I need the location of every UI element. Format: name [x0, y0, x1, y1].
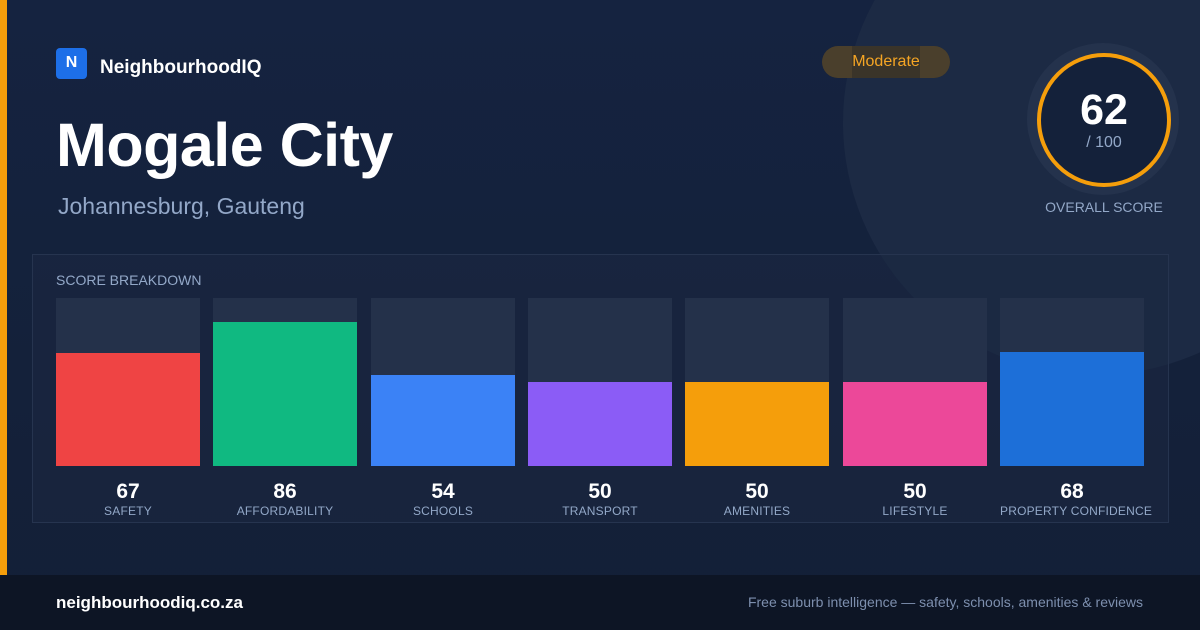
- bar-value: 67: [116, 480, 140, 503]
- footer-tagline: Free suburb intelligence — safety, schoo…: [747, 594, 1143, 610]
- bar-fill: [56, 353, 200, 466]
- suburb-location: Johannesburg, Gauteng: [58, 193, 305, 219]
- bar-value: 50: [745, 480, 769, 503]
- bar-label: TRANSPORT: [562, 504, 638, 518]
- score-bar-affordability: 86 AFFORDABILITY: [213, 298, 357, 518]
- accent-strip: [0, 0, 7, 575]
- logo-icon: N: [56, 47, 87, 79]
- bar-value: 68: [1060, 480, 1084, 503]
- bar-value: 50: [588, 480, 612, 503]
- overall-score-value: 62: [1080, 86, 1128, 134]
- score-breakdown-title: SCORE BREAKDOWN: [56, 272, 202, 288]
- overall-score-caption: OVERALL SCORE: [1045, 199, 1163, 215]
- bar-fill: [213, 322, 357, 466]
- bar-track: [528, 298, 672, 466]
- brand-logo[interactable]: N NeighbourhoodIQ: [56, 47, 261, 79]
- rating-badge-label: Moderate: [852, 53, 920, 70]
- bar-fill: [685, 382, 829, 466]
- bar-track: [213, 298, 357, 466]
- bar-fill: [371, 375, 515, 466]
- bar-label: LIFESTYLE: [882, 504, 948, 518]
- bar-fill: [843, 382, 987, 466]
- score-bar-lifestyle: 50 LIFESTYLE: [843, 298, 987, 518]
- footer-domain-link[interactable]: neighbourhoodiq.co.za: [56, 593, 243, 612]
- bar-value: 86: [273, 480, 297, 503]
- footer: neighbourhoodiq.co.za Free suburb intell…: [0, 575, 1200, 630]
- bar-value: 50: [903, 480, 927, 503]
- bar-label: AFFORDABILITY: [236, 504, 334, 518]
- bar-label: AMENITIES: [723, 504, 791, 518]
- bar-track: [371, 298, 515, 466]
- overall-score-ring: 62 / 100: [1037, 53, 1171, 187]
- score-bar-safety: 67 SAFETY: [56, 298, 200, 518]
- bar-fill: [528, 382, 672, 466]
- suburb-title: Mogale City: [56, 111, 393, 179]
- score-bar-amenities: 50 AMENITIES: [685, 298, 829, 518]
- bar-track: [843, 298, 987, 466]
- rating-badge: Moderate: [822, 46, 950, 78]
- bar-value: 54: [431, 480, 455, 503]
- bar-label: PROPERTY CONFIDENCE: [1000, 504, 1153, 518]
- score-bar-transport: 50 TRANSPORT: [528, 298, 672, 518]
- bar-track: [56, 298, 200, 466]
- bar-track: [1000, 298, 1144, 466]
- brand-name: NeighbourhoodIQ: [100, 57, 262, 78]
- score-bar-schools: 54 SCHOOLS: [371, 298, 515, 518]
- bar-label: SCHOOLS: [412, 504, 474, 518]
- bar-label: SAFETY: [104, 504, 152, 518]
- overall-score-max: / 100: [1086, 134, 1122, 151]
- bar-track: [685, 298, 829, 466]
- bar-fill: [1000, 352, 1144, 466]
- score-bar-property-confidence: 68 PROPERTY CONFIDENCE: [1000, 298, 1153, 518]
